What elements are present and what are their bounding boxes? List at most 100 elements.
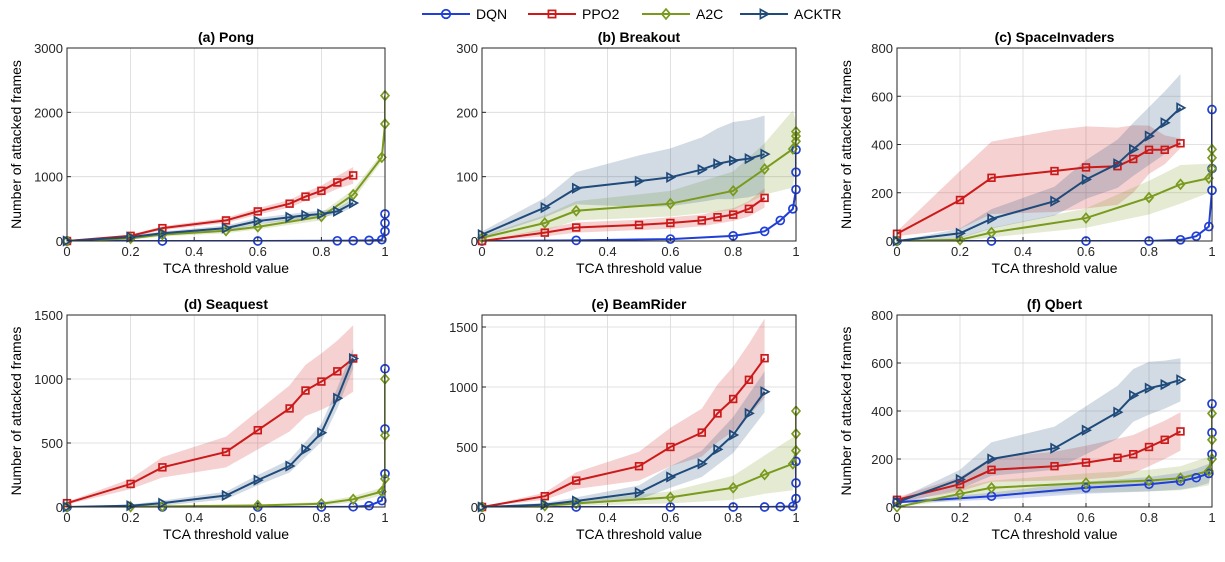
data-point-dqn <box>1144 479 1154 490</box>
data-point-a2c <box>348 188 359 201</box>
series-line-ppo2 <box>67 174 354 241</box>
y-tick-label: 2000 <box>34 105 63 120</box>
data-point-ppo2 <box>1129 154 1138 164</box>
panel-b-breakout: 0 0.2 0.4 0.6 0.8 1 0 100 200 300 (b) Breakout TCA … <box>456 29 802 276</box>
series-line-a2c <box>67 95 385 241</box>
data-point-dqn <box>759 226 770 237</box>
series-lines <box>897 378 1212 507</box>
legend-marker-a2c <box>660 7 672 21</box>
data-point-acktr <box>571 182 583 194</box>
markers-acktr <box>892 102 1187 247</box>
data-point-ppo2 <box>744 204 754 214</box>
data-point-a2c <box>1175 472 1186 485</box>
data-point-acktr <box>1081 424 1092 436</box>
data-point-acktr <box>1081 173 1092 186</box>
panel-title: (d) Seaquest <box>184 296 268 312</box>
x-tick-label: 1 <box>792 244 799 259</box>
data-point-ppo2 <box>1176 427 1185 436</box>
data-point-a2c <box>1080 477 1092 489</box>
data-point-acktr <box>713 158 724 170</box>
x-tick-label: 0.8 <box>312 510 330 525</box>
data-point-acktr <box>744 153 755 165</box>
band-ppo2 <box>67 167 354 241</box>
data-point-ppo2 <box>1081 458 1091 467</box>
data-point-acktr <box>301 209 312 221</box>
x-axis-label: TCA threshold value <box>991 260 1117 276</box>
data-point-acktr <box>1129 389 1140 402</box>
x-tick-label: 0 <box>893 244 900 259</box>
data-point-ppo2 <box>301 192 310 201</box>
data-point-ppo2 <box>634 220 644 230</box>
y-tick-label: 500 <box>456 440 478 455</box>
x-tick-label: 0.4 <box>599 510 617 525</box>
data-point-acktr <box>221 222 232 234</box>
y-tick-label: 1000 <box>34 170 63 185</box>
band-acktr <box>482 115 765 238</box>
data-point-ppo2 <box>728 210 738 219</box>
series-line-dqn <box>482 149 796 241</box>
data-point-a2c <box>252 499 263 512</box>
data-point-acktr <box>1160 117 1171 129</box>
data-point-acktr <box>728 429 740 441</box>
data-point-a2c <box>759 468 770 481</box>
data-point-acktr <box>221 489 232 502</box>
data-point-ppo2 <box>285 404 294 413</box>
panel-title: (f) Qbert <box>1027 296 1083 312</box>
markers-a2c <box>891 143 1218 247</box>
data-point-acktr <box>697 163 708 176</box>
data-point-dqn <box>1191 472 1202 483</box>
panel-title: (c) SpaceInvaders <box>995 29 1115 45</box>
series-line-dqn <box>897 403 1212 504</box>
data-point-ppo2 <box>1050 461 1059 471</box>
y-axis-label: Number of attacked frames <box>838 327 854 496</box>
y-tick-label: 200 <box>871 186 893 201</box>
data-point-acktr <box>333 205 344 218</box>
data-point-ppo2 <box>744 375 754 385</box>
data-point-dqn <box>364 500 374 511</box>
y-tick-label: 400 <box>871 404 893 419</box>
data-point-a2c <box>1203 172 1214 185</box>
data-point-ppo2 <box>697 428 707 437</box>
y-tick-label: 1000 <box>449 380 478 395</box>
y-tick-label: 0 <box>886 234 893 249</box>
data-point-ppo2 <box>571 476 581 485</box>
y-tick-label: 800 <box>871 41 893 56</box>
series-line-acktr <box>897 107 1182 241</box>
y-tick-label: 0 <box>56 234 63 249</box>
confidence-bands <box>897 74 1212 241</box>
data-point-dqn <box>1204 221 1214 232</box>
series-line-acktr <box>67 202 354 241</box>
series-ppo2 <box>482 357 766 507</box>
confidence-bands <box>67 91 385 241</box>
y-tick-label: 500 <box>41 436 63 451</box>
data-point-a2c <box>986 481 997 494</box>
data-point-ppo2 <box>1050 166 1059 176</box>
data-point-a2c <box>539 217 550 229</box>
y-tick-label: 0 <box>471 234 478 249</box>
band-acktr <box>482 371 765 507</box>
data-point-acktr <box>1144 382 1155 394</box>
series-line-ppo2 <box>482 197 766 241</box>
data-point-ppo2 <box>540 228 550 237</box>
x-tick-label: 1 <box>381 244 388 259</box>
data-point-ppo2 <box>333 367 342 376</box>
data-point-acktr <box>666 471 677 483</box>
data-point-a2c <box>376 485 387 498</box>
data-point-acktr <box>348 352 360 365</box>
panel-a-pong: 0 0.2 0.4 0.6 0.8 1 0 1000 2000 3000 (a) Pong TCA t… <box>8 29 391 276</box>
plot-frame <box>481 47 797 242</box>
legend-marker-dqn <box>440 8 452 20</box>
series-a2c <box>897 413 1212 507</box>
ticks: 0 0.2 0.4 0.6 0.8 1 0 200 400 600 800 <box>871 308 1215 525</box>
markers-ppo2 <box>62 354 358 508</box>
band-a2c <box>897 144 1212 241</box>
x-axis-label: TCA threshold value <box>576 526 702 542</box>
data-point-ppo2 <box>126 479 135 489</box>
data-point-acktr <box>1176 102 1187 114</box>
data-point-dqn <box>1175 234 1186 245</box>
data-point-ppo2 <box>666 218 675 228</box>
panel-title: (a) Pong <box>198 29 254 45</box>
data-point-acktr <box>728 154 740 167</box>
data-point-dqn <box>364 235 374 246</box>
series-line-a2c <box>897 149 1212 241</box>
